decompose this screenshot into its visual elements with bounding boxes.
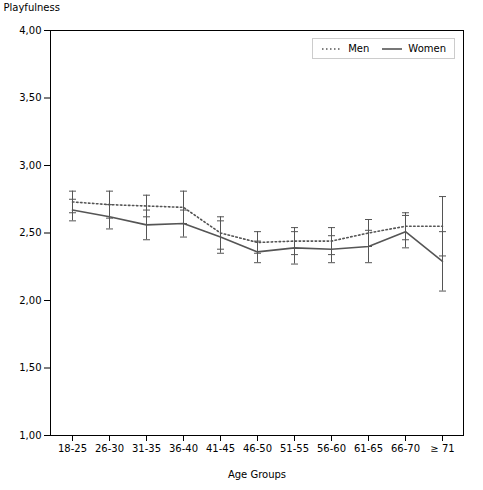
svg-text:31-35: 31-35 xyxy=(132,443,161,454)
svg-text:1,00: 1,00 xyxy=(19,430,41,441)
svg-text:61-65: 61-65 xyxy=(354,443,383,454)
svg-text:18-25: 18-25 xyxy=(58,443,87,454)
svg-text:2,00: 2,00 xyxy=(19,295,41,306)
svg-text:Playfulness: Playfulness xyxy=(4,2,60,13)
svg-text:46-50: 46-50 xyxy=(243,443,272,454)
html-text:Men: Men xyxy=(348,43,370,54)
svg-text:41-45: 41-45 xyxy=(206,443,235,454)
svg-text:Age Groups: Age Groups xyxy=(228,469,286,480)
svg-text:1,50: 1,50 xyxy=(19,362,41,373)
svg-text:4,00: 4,00 xyxy=(19,25,41,36)
html-text:Women: Women xyxy=(408,43,446,54)
svg-text:3,00: 3,00 xyxy=(19,160,41,171)
svg-text:26-30: 26-30 xyxy=(95,443,124,454)
svg-text:66-70: 66-70 xyxy=(391,443,420,454)
svg-text:2,50: 2,50 xyxy=(19,227,41,238)
svg-text:3,50: 3,50 xyxy=(19,92,41,103)
svg-text:≥ 71: ≥ 71 xyxy=(430,443,454,454)
svg-text:56-60: 56-60 xyxy=(317,443,346,454)
svg-text:36-40: 36-40 xyxy=(169,443,198,454)
svg-text:51-55: 51-55 xyxy=(280,443,309,454)
